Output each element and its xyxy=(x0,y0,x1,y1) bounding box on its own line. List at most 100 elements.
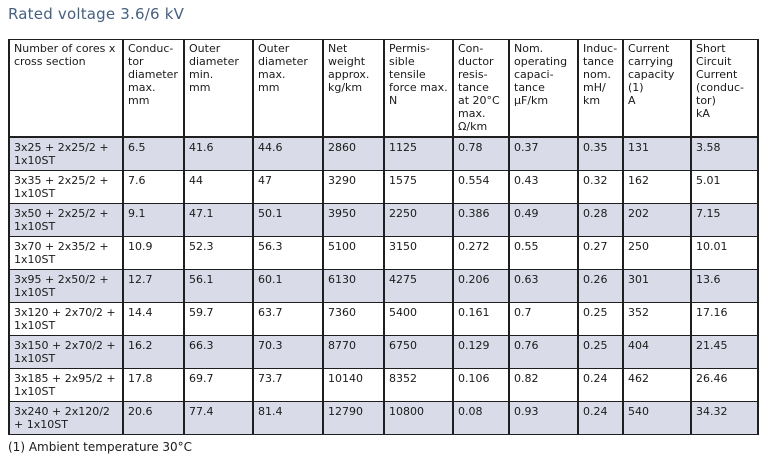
column-header: Permis- sible tensile force max. N xyxy=(383,39,454,138)
table-cell: 0.272 xyxy=(452,236,510,270)
column-header: Nom. operating capaci- tance µF/km xyxy=(508,39,579,138)
table-cell: 7.6 xyxy=(122,170,185,204)
table-cell: 3x150 + 2x70/2 + 1x10ST xyxy=(8,335,124,369)
table-cell: 59.7 xyxy=(183,302,254,336)
table-cell: 0.7 xyxy=(508,302,579,336)
table-cell: 301 xyxy=(622,269,692,303)
table-row: 3x185 + 2x95/2 + 1x10ST 17.8 69.7 73.7 10140… xyxy=(8,368,759,402)
table-cell: 3950 xyxy=(322,203,385,237)
footnote: (1) Ambient temperature 30°C xyxy=(8,440,193,454)
column-header: Outer diameter min. mm xyxy=(183,39,254,138)
table-cell: 9.1 xyxy=(122,203,185,237)
table-cell: 0.55 xyxy=(508,236,579,270)
table-cell: 0.49 xyxy=(508,203,579,237)
table-cell: 17.8 xyxy=(122,368,185,402)
table-cell: 162 xyxy=(622,170,692,204)
table-header-row: Number of cores x cross section Conduc- t… xyxy=(8,39,759,138)
table-cell: 0.35 xyxy=(577,136,624,171)
table-cell: 2250 xyxy=(383,203,454,237)
table-cell: 1575 xyxy=(383,170,454,204)
table-cell: 3x70 + 2x35/2 + 1x10ST xyxy=(8,236,124,270)
table-cell: 0.08 xyxy=(452,401,510,435)
table-cell: 17.16 xyxy=(690,302,759,336)
table-cell: 7360 xyxy=(322,302,385,336)
table-cell: 3290 xyxy=(322,170,385,204)
table-cell: 0.24 xyxy=(577,368,624,402)
table-cell: 4275 xyxy=(383,269,454,303)
table-cell: 3x35 + 2x25/2 + 1x10ST xyxy=(8,170,124,204)
table-cell: 0.93 xyxy=(508,401,579,435)
table-cell: 77.4 xyxy=(183,401,254,435)
table-cell: 63.7 xyxy=(252,302,324,336)
table-cell: 0.554 xyxy=(452,170,510,204)
table-cell: 0.27 xyxy=(577,236,624,270)
table-cell: 3.58 xyxy=(690,136,759,171)
table-cell: 26.46 xyxy=(690,368,759,402)
table-cell: 3x120 + 2x70/2 + 1x10ST xyxy=(8,302,124,336)
table-cell: 6130 xyxy=(322,269,385,303)
table-cell: 8770 xyxy=(322,335,385,369)
table-cell: 3x50 + 2x25/2 + 1x10ST xyxy=(8,203,124,237)
table-cell: 73.7 xyxy=(252,368,324,402)
column-header: Net weight approx. kg/km xyxy=(322,39,385,138)
table-cell: 8352 xyxy=(383,368,454,402)
table-row: 3x240 + 2x120/2 + 1x10ST 20.6 77.4 81.4 1279… xyxy=(8,401,759,435)
table-cell: 250 xyxy=(622,236,692,270)
table-cell: 12790 xyxy=(322,401,385,435)
column-header: Outer diameter max. mm xyxy=(252,39,324,138)
column-header: Short Circuit Current (conduc- tor) kA xyxy=(690,39,759,138)
table-cell: 0.76 xyxy=(508,335,579,369)
table-row: 3x150 + 2x70/2 + 1x10ST 16.2 66.3 70.3 8770 6… xyxy=(8,335,759,369)
table-cell: 34.32 xyxy=(690,401,759,435)
column-header: Number of cores x cross section xyxy=(8,39,124,138)
column-header: Induc- tance nom. mH/ km xyxy=(577,39,624,138)
table-cell: 44 xyxy=(183,170,254,204)
table-cell: 0.78 xyxy=(452,136,510,171)
table-cell: 7.15 xyxy=(690,203,759,237)
table-cell: 5100 xyxy=(322,236,385,270)
table-body: 3x25 + 2x25/2 + 1x10ST 6.5 41.6 44.6 2860 112… xyxy=(8,136,759,435)
table-cell: 0.63 xyxy=(508,269,579,303)
table-cell: 3x25 + 2x25/2 + 1x10ST xyxy=(8,136,124,171)
table-cell: 540 xyxy=(622,401,692,435)
table-row: 3x35 + 2x25/2 + 1x10ST 7.6 44 47 3290 1575 0.5… xyxy=(8,170,759,204)
table-cell: 0.26 xyxy=(577,269,624,303)
table-cell: 0.32 xyxy=(577,170,624,204)
table-row: 3x50 + 2x25/2 + 1x10ST 9.1 47.1 50.1 3950 225… xyxy=(8,203,759,237)
table-cell: 10.01 xyxy=(690,236,759,270)
table-cell: 0.206 xyxy=(452,269,510,303)
table-cell: 0.161 xyxy=(452,302,510,336)
table-row: 3x95 + 2x50/2 + 1x10ST 12.7 56.1 60.1 6130 42… xyxy=(8,269,759,303)
table-cell: 14.4 xyxy=(122,302,185,336)
table-cell: 10800 xyxy=(383,401,454,435)
table-cell: 0.129 xyxy=(452,335,510,369)
table-cell: 47.1 xyxy=(183,203,254,237)
column-header: Current carrying capacity (1) A xyxy=(622,39,692,138)
table-cell: 0.43 xyxy=(508,170,579,204)
table-cell: 66.3 xyxy=(183,335,254,369)
column-header: Conduc- tor diameter max. mm xyxy=(122,39,185,138)
table-cell: 56.3 xyxy=(252,236,324,270)
table-cell: 0.37 xyxy=(508,136,579,171)
table-cell: 2860 xyxy=(322,136,385,171)
table-cell: 50.1 xyxy=(252,203,324,237)
table-cell: 0.24 xyxy=(577,401,624,435)
table-cell: 10.9 xyxy=(122,236,185,270)
table-cell: 0.386 xyxy=(452,203,510,237)
table-cell: 5400 xyxy=(383,302,454,336)
table-cell: 6.5 xyxy=(122,136,185,171)
table-cell: 0.25 xyxy=(577,302,624,336)
table-cell: 16.2 xyxy=(122,335,185,369)
table-cell: 3x185 + 2x95/2 + 1x10ST xyxy=(8,368,124,402)
table-cell: 60.1 xyxy=(252,269,324,303)
table-row: 3x25 + 2x25/2 + 1x10ST 6.5 41.6 44.6 2860 112… xyxy=(8,136,759,171)
table-cell: 13.6 xyxy=(690,269,759,303)
table-cell: 0.25 xyxy=(577,335,624,369)
table-cell: 70.3 xyxy=(252,335,324,369)
table-cell: 352 xyxy=(622,302,692,336)
table-cell: 12.7 xyxy=(122,269,185,303)
table-cell: 21.45 xyxy=(690,335,759,369)
table-cell: 69.7 xyxy=(183,368,254,402)
table-cell: 3x240 + 2x120/2 + 1x10ST xyxy=(8,401,124,435)
